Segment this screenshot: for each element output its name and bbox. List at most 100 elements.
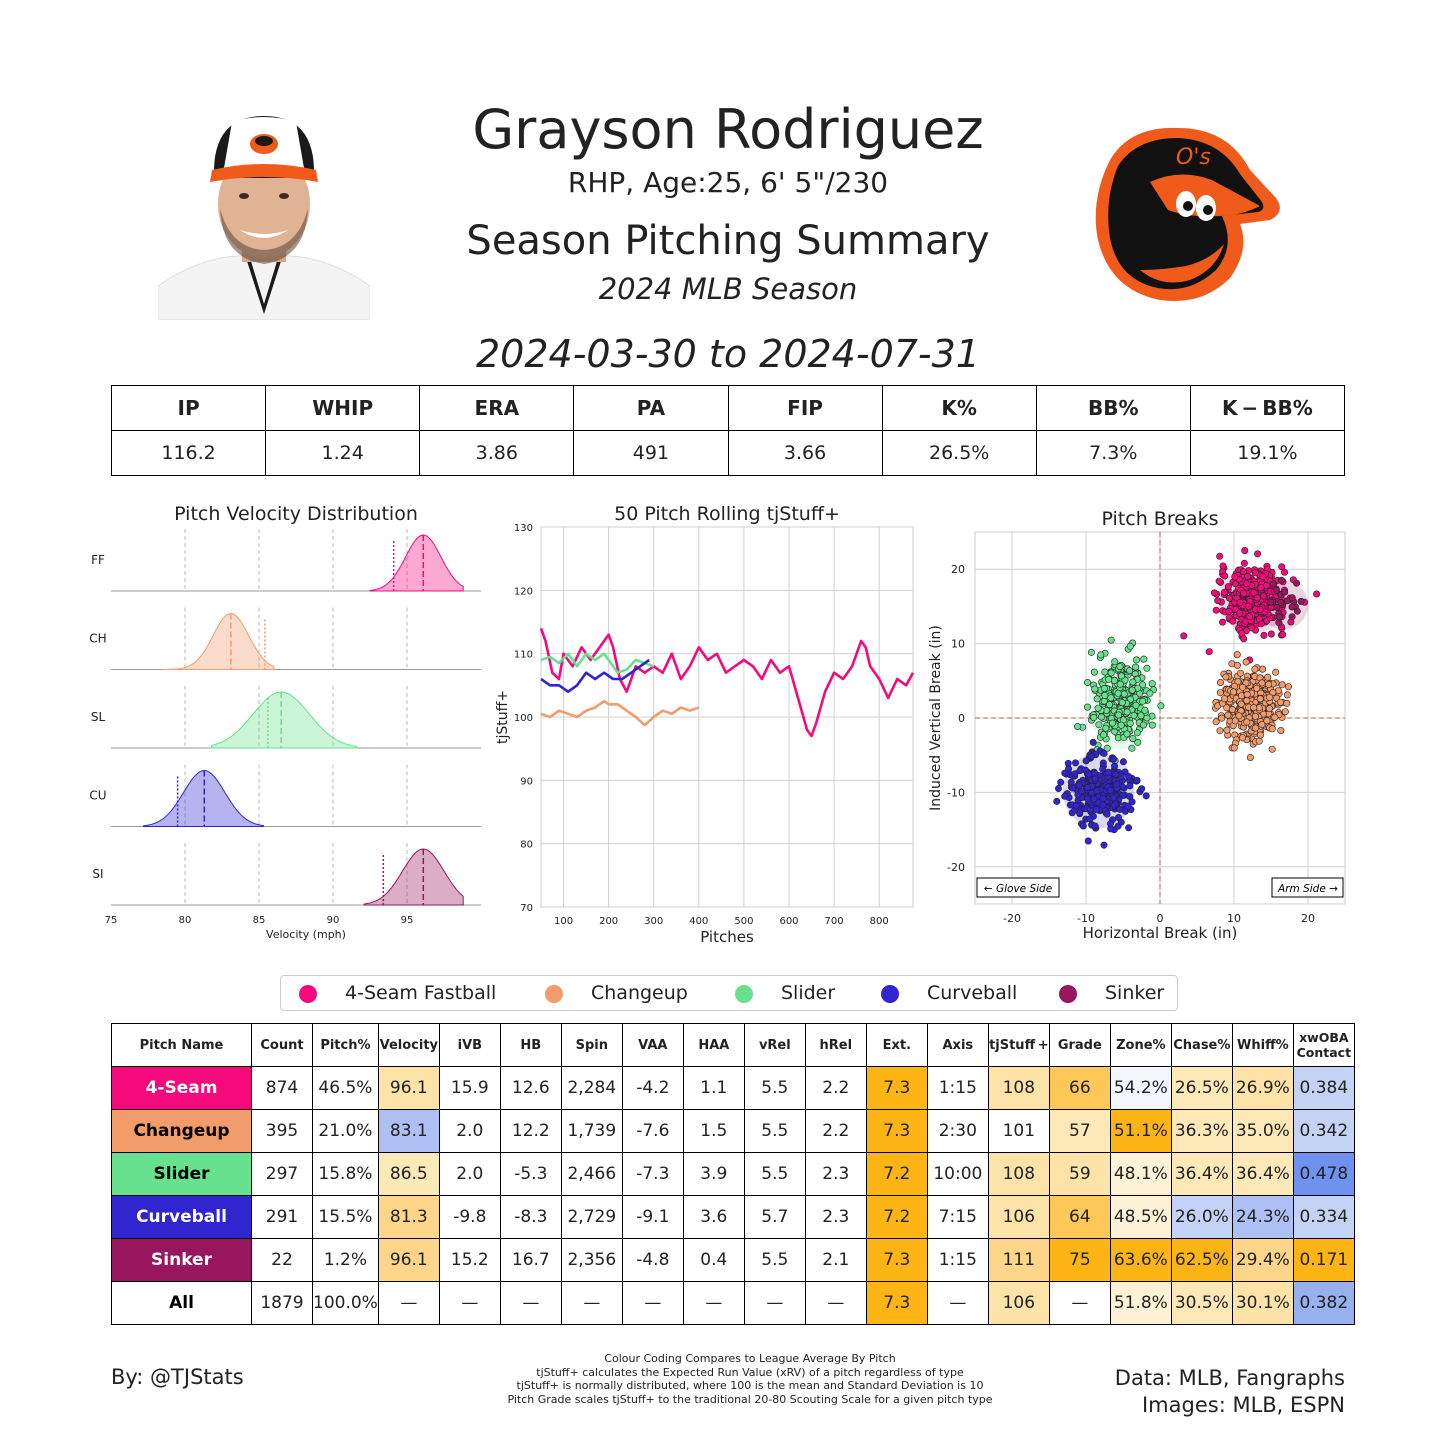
breaks-point <box>1221 695 1229 703</box>
breaks-point <box>1132 656 1140 664</box>
breaks-ylabel: Induced Vertical Break (in) <box>928 625 944 811</box>
pitch-table-cell: 101 <box>987 1109 1050 1153</box>
stats-header: BB% <box>1035 385 1191 431</box>
breaks-point <box>1255 737 1263 745</box>
breaks-point <box>1229 688 1237 696</box>
pitch-table-cell: 15.2 <box>438 1238 501 1282</box>
breaks-point <box>1242 658 1250 666</box>
breaks-point <box>1210 589 1218 597</box>
breaks-xlabel: Horizontal Break (in) <box>1083 924 1238 942</box>
pitch-table-cell: 1.1 <box>682 1066 745 1110</box>
breaks-point <box>1258 720 1266 728</box>
rolling-xtick-label: 400 <box>689 916 708 927</box>
breaks-point <box>1221 572 1229 580</box>
pitch-table-header: HAA <box>682 1023 745 1067</box>
velocity-xlabel: Velocity (mph) <box>266 928 346 941</box>
breaks-point <box>1205 648 1213 656</box>
breaks-point <box>1240 635 1248 643</box>
stats-header-row: IP WHIP ERA PA FIP K% BB% K − BB% <box>110 385 1346 431</box>
breaks-point <box>1219 618 1227 626</box>
rolling-ytick-label: 120 <box>514 586 533 597</box>
stats-header: K% <box>881 385 1037 431</box>
velocity-row-label: CU <box>89 789 106 803</box>
pitch-table-cell: 2.3 <box>804 1152 867 1196</box>
breaks-xtick-label: 20 <box>1301 912 1315 925</box>
breaks-point <box>1180 632 1188 640</box>
breaks-point <box>1069 784 1077 792</box>
pitch-table-row: 4-Seam 874 46.5% 96.1 15.9 12.6 2,284 -4.2 1.1 5.… <box>111 1066 1355 1110</box>
rolling-line-curveball <box>540 658 650 693</box>
breaks-point <box>1237 692 1245 700</box>
pitch-table-cell: 2,466 <box>560 1152 623 1196</box>
breaks-point <box>1090 668 1098 676</box>
rolling-ytick-label: 100 <box>514 713 533 724</box>
breaks-point <box>1107 636 1115 644</box>
breaks-point <box>1128 744 1136 752</box>
stats-value: 26.5% <box>881 430 1037 476</box>
breaks-point <box>1087 648 1095 656</box>
legend-item: Curveball <box>881 980 1017 1006</box>
velocity-density-ch <box>162 612 275 670</box>
breaks-point <box>1288 603 1296 611</box>
breaks-point <box>1076 767 1084 775</box>
breaks-point <box>1240 559 1248 567</box>
stats-value: 491 <box>573 430 729 476</box>
breaks-point <box>1297 597 1305 605</box>
velocity-row-label: SI <box>92 867 103 881</box>
breaks-point <box>1224 711 1232 719</box>
breaks-point <box>1239 683 1247 691</box>
pitch-table-cell: 5.5 <box>743 1238 806 1282</box>
stats-value-row: 116.2 1.24 3.86 491 3.66 26.5% 7.3% 19.1… <box>110 430 1346 476</box>
pitch-table-cell: 7:15 <box>926 1195 989 1239</box>
pitch-table-cell: 24.3% <box>1231 1195 1294 1239</box>
breaks-point <box>1072 759 1080 767</box>
breaks-point <box>1126 667 1134 675</box>
breaks-point <box>1264 673 1272 681</box>
pitch-table-cell: 30.1% <box>1231 1281 1294 1325</box>
breaks-ytick-label: -20 <box>947 861 965 874</box>
breaks-point <box>1288 594 1296 602</box>
breaks-point <box>1134 738 1142 746</box>
breaks-ytick-label: 0 <box>958 712 965 725</box>
breaks-point <box>1133 776 1141 784</box>
velocity-density-ff <box>369 534 464 592</box>
breaks-point <box>1138 785 1146 793</box>
breaks-point <box>1250 704 1258 712</box>
breaks-point <box>1224 583 1232 591</box>
breaks-point <box>1114 689 1122 697</box>
footnotes: Colour Coding Compares to League Average… <box>440 1352 1060 1406</box>
breaks-point <box>1123 708 1131 716</box>
legend-dot <box>1059 984 1077 1003</box>
breaks-point <box>1110 794 1118 802</box>
pitch-table-header: vRel <box>743 1023 806 1067</box>
breaks-point <box>1246 754 1254 762</box>
player-headshot <box>158 108 370 320</box>
breaks-point <box>1099 795 1107 803</box>
pitch-table-cell: 26.0% <box>1170 1195 1233 1239</box>
breaks-point <box>1255 615 1263 623</box>
breaks-point <box>1283 691 1291 699</box>
breaks-point <box>1265 705 1273 713</box>
rolling-ytick-label: 90 <box>520 776 533 787</box>
pitch-table-cell: 12.6 <box>499 1066 562 1110</box>
pitch-name-cell: Slider <box>111 1152 252 1196</box>
breaks-point <box>1055 784 1063 792</box>
breaks-point <box>1245 613 1253 621</box>
pitch-name-cell: Curveball <box>111 1195 252 1239</box>
pitch-table-header: hRel <box>804 1023 867 1067</box>
breaks-point <box>1216 689 1224 697</box>
breaks-point <box>1126 642 1134 650</box>
stats-value: 3.86 <box>419 430 575 476</box>
breaks-point <box>1117 721 1125 729</box>
breaks-ytick-label: 20 <box>951 563 965 576</box>
pitch-table-cell: 51.1% <box>1109 1109 1172 1153</box>
pitch-table-cell: — <box>377 1281 440 1325</box>
pitch-table-cell: 0.334 <box>1292 1195 1355 1239</box>
breaks-point <box>1129 678 1137 686</box>
breaks-point <box>1088 753 1096 761</box>
breaks-point <box>1265 681 1273 689</box>
breaks-point <box>1235 712 1243 720</box>
breaks-point <box>1148 721 1156 729</box>
pitch-table-cell: 81.3 <box>377 1195 440 1239</box>
breaks-point <box>1267 598 1275 606</box>
